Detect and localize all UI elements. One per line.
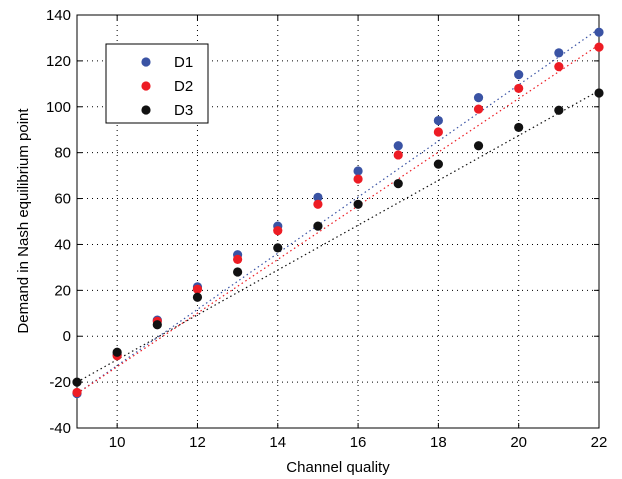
legend: D1 D2 D3: [105, 43, 209, 124]
y-tick-label: 60: [54, 191, 71, 208]
data-point-d3: [353, 199, 363, 209]
data-point-d2: [393, 150, 403, 160]
legend-label-d2: D2: [174, 78, 193, 95]
y-axis-label: Demand in Nash equilibrium point: [15, 108, 32, 334]
data-point-d3: [313, 221, 323, 231]
legend-marker-d2: [141, 81, 151, 91]
y-tick-label: 100: [46, 99, 71, 116]
x-tick-label: 22: [591, 434, 608, 451]
data-point-d3: [433, 159, 443, 169]
data-point-d1: [353, 166, 363, 176]
data-point-d3: [233, 267, 243, 277]
data-point-d2: [473, 104, 484, 114]
data-point-d3: [273, 243, 283, 253]
data-point-d1: [594, 27, 604, 37]
y-tick-label: 20: [54, 282, 71, 299]
y-tick-label: -40: [49, 420, 71, 437]
data-point-d3: [473, 141, 484, 151]
data-point-d2: [353, 174, 363, 184]
data-point-d3: [192, 292, 203, 302]
x-tick-label: 14: [269, 434, 286, 451]
legend-marker-d3: [141, 105, 151, 115]
data-point-d2: [514, 83, 524, 94]
data-point-d2: [273, 226, 283, 236]
data-point-d1: [313, 192, 323, 203]
x-tick-label: 18: [430, 434, 447, 451]
legend-label-d1: D1: [174, 54, 193, 71]
plot-area-frame: [76, 14, 600, 429]
data-point-d1: [514, 70, 524, 80]
series-d2: [72, 42, 604, 398]
data-point-d3: [393, 179, 403, 189]
x-tick-label: 12: [189, 434, 206, 451]
data-points: [72, 27, 604, 399]
fit-line-d3: [76, 90, 600, 383]
fit-lines: [76, 28, 600, 395]
data-point-d3: [514, 122, 524, 133]
y-tick-label: 0: [63, 328, 71, 345]
data-point-d3: [554, 105, 564, 115]
y-tick-label: 40: [54, 236, 71, 253]
data-point-d2: [72, 387, 82, 398]
y-tick-label: 80: [54, 145, 71, 162]
x-tick-label: 10: [109, 434, 126, 451]
y-tick-label: 120: [46, 53, 71, 70]
series-d3: [72, 88, 604, 387]
grid: [77, 15, 599, 428]
data-point-d3: [112, 347, 122, 357]
x-tick-label: 16: [350, 434, 367, 451]
legend-box: [105, 43, 209, 124]
fit-line-d2: [76, 44, 600, 395]
data-point-d1: [473, 93, 484, 103]
data-point-d2: [554, 62, 564, 72]
ticks: 10 12 14 16 18 20 22 -40 -20 0 20 40 60 80 100 120 140: [46, 7, 607, 451]
data-point-d1: [433, 115, 443, 126]
data-point-d1: [554, 48, 564, 58]
data-point-d2: [192, 284, 203, 294]
legend-label-d3: D3: [174, 102, 193, 119]
data-point-d3: [152, 320, 162, 330]
data-point-d2: [433, 127, 443, 137]
y-tick-label: -20: [49, 374, 71, 391]
x-axis-label: Channel quality: [286, 459, 390, 476]
x-tick-label: 20: [510, 434, 527, 451]
data-point-d2: [594, 42, 604, 52]
y-tick-label: 140: [46, 7, 71, 24]
data-point-d2: [233, 254, 243, 264]
data-point-d1: [393, 141, 403, 151]
data-point-d3: [594, 88, 604, 98]
data-point-d3: [72, 377, 82, 387]
legend-marker-d1: [141, 57, 151, 67]
data-point-d2: [313, 199, 323, 209]
